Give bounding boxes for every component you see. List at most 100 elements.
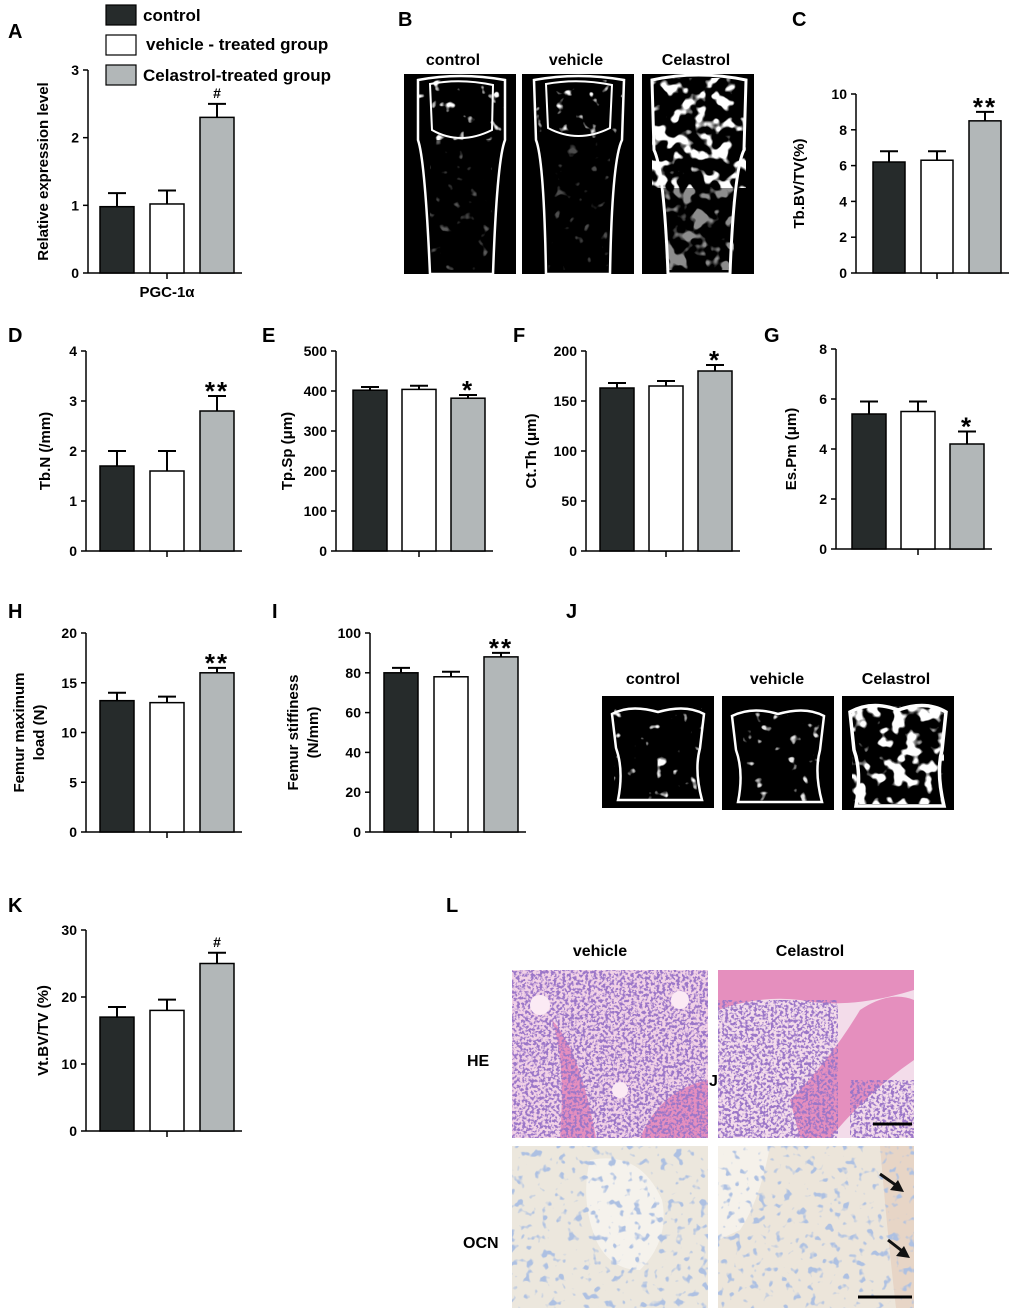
row-label-he: HE — [467, 1053, 490, 1070]
panel-label-g: G — [764, 325, 780, 347]
chart-a-significance: # — [213, 85, 221, 101]
chart-k-y-tick-label: 0 — [69, 1123, 77, 1139]
chart-i-y-label: Femur stiffiness (N/mm) — [285, 675, 322, 791]
chart-c-y-tick-label: 8 — [839, 122, 847, 138]
chart-e-bar-vehicle — [401, 388, 437, 552]
panel-label-l: L — [446, 895, 458, 917]
vertebra-image-vehicle — [722, 696, 834, 810]
chart-d-y-tick-label: 4 — [69, 343, 77, 359]
chart-e-y-tick-label: 300 — [304, 423, 328, 439]
chart-a-y-tick-label: 0 — [71, 265, 79, 281]
chart-a-x-label: PGC-1α — [139, 284, 195, 301]
chart-a-pgc1a: 0 1 2 3 # PGC-1α Relative expression level — [35, 62, 242, 301]
chart-k-vt-bv-tv: 0 10 20 30 # Vt.BV/TV (%) — [35, 922, 242, 1139]
chart-h-bar-celastrol — [199, 672, 235, 833]
chart-i-y-tick-label: 60 — [345, 705, 361, 721]
chart-f-y-label: Ct.Th (μm) — [523, 414, 540, 489]
microct-image-celastrol — [642, 73, 754, 276]
panel-label-a: A — [8, 21, 22, 43]
chart-k-y-tick-label: 30 — [61, 922, 77, 938]
chart-f-ct-th: 0 50 100 150 200 * Ct.Th (μm) — [523, 343, 740, 559]
legend-swatch-control — [105, 4, 137, 26]
panel-j-title-control: control — [626, 671, 680, 688]
chart-c-bar-vehicle — [920, 159, 954, 274]
chart-e-y-tick-label: 400 — [304, 383, 328, 399]
chart-g-y-tick-label: 8 — [819, 341, 827, 357]
chart-i-y-tick-label: 80 — [345, 665, 361, 681]
chart-i-bar-celastrol — [483, 656, 519, 833]
chart-f-significance: * — [709, 345, 721, 375]
chart-c-bar-control — [872, 161, 906, 274]
chart-i-significance: ** — [489, 633, 513, 663]
legend-swatch-vehicle — [105, 34, 137, 56]
panel-label-e: E — [262, 325, 275, 347]
legend-label-control: control — [143, 6, 201, 25]
chart-d-bar-control — [99, 465, 135, 552]
chart-k-bar-vehicle — [149, 1009, 185, 1132]
chart-f-y-tick-label: 150 — [554, 393, 578, 409]
chart-g-y-tick-label: 4 — [819, 441, 827, 457]
chart-c-y-tick-label: 6 — [839, 158, 847, 174]
panel-label-f: F — [513, 325, 525, 347]
chart-a-y-tick-label: 3 — [71, 62, 79, 78]
chart-g-significance: * — [961, 412, 973, 442]
panel-b-title-control: control — [426, 52, 480, 69]
chart-d-y-tick-label: 0 — [69, 543, 77, 559]
chart-h-y-tick-label: 15 — [61, 675, 77, 691]
he-image-celastrol — [718, 970, 914, 1138]
chart-c-y-tick-label: 2 — [839, 229, 847, 245]
panel-b-microct-femur: control vehicle Celastrol — [404, 52, 754, 276]
chart-e-bar-celastrol — [450, 397, 486, 552]
chart-k-bar-celastrol — [199, 962, 235, 1132]
chart-a-bar-celastrol — [199, 116, 235, 274]
chart-g-y-label: Es.Pm (μm) — [783, 408, 800, 491]
chart-k-y-label: Vt.BV/TV (%) — [35, 985, 52, 1076]
stray-letter-j: J — [709, 1073, 718, 1090]
chart-c-tb-bv-tv: 0 2 4 6 8 10 ** Tb.BV/TV(%) — [791, 86, 1009, 281]
chart-e-bar-control — [352, 389, 388, 552]
chart-e-significance: * — [462, 375, 474, 405]
panel-label-d: D — [8, 325, 22, 347]
ocn-image-vehicle — [512, 1146, 708, 1308]
chart-a-y-label: Relative expression level — [35, 82, 52, 260]
chart-a-bar-vehicle — [149, 203, 185, 274]
chart-k-y-tick-label: 10 — [61, 1056, 77, 1072]
chart-c-y-tick-label: 10 — [831, 86, 847, 102]
vertebra-image-control — [602, 696, 714, 808]
chart-e-y-tick-label: 200 — [304, 463, 328, 479]
chart-d-y-tick-label: 2 — [69, 443, 77, 459]
chart-c-y-label: Tb.BV/TV(%) — [791, 139, 808, 229]
chart-h-y-label: Femur maximum load (N) — [11, 672, 48, 792]
chart-f-y-tick-label: 0 — [569, 543, 577, 559]
panel-label-c: C — [792, 9, 806, 31]
panel-j-title-celastrol: Celastrol — [862, 671, 930, 688]
chart-d-tb-n: 0 1 2 3 4 ** Tb.N (/mm) — [37, 343, 242, 559]
chart-c-y-tick-label: 4 — [839, 193, 847, 209]
panel-l-histology: vehicle Celastrol HE OCN J — [463, 943, 914, 1308]
panel-label-h: H — [8, 601, 22, 623]
chart-a-y-tick-label: 2 — [71, 130, 79, 146]
panel-j-microct-vertebra: control vehicle Celastrol — [602, 671, 954, 810]
chart-i-bar-vehicle — [433, 676, 469, 833]
chart-a-bar-control — [99, 205, 135, 274]
chart-g-es-pm: 0 2 4 6 8 * Es.Pm (μm) — [783, 341, 992, 557]
chart-f-y-tick-label: 100 — [554, 443, 578, 459]
row-label-ocn: OCN — [463, 1235, 499, 1252]
chart-h-bar-control — [99, 699, 135, 833]
chart-k-y-tick-label: 20 — [61, 989, 77, 1005]
chart-e-y-tick-label: 0 — [319, 543, 327, 559]
panel-label-i: I — [272, 601, 278, 623]
chart-i-y-tick-label: 40 — [345, 744, 361, 760]
chart-i-bar-control — [383, 672, 419, 833]
chart-e-y-tick-label: 100 — [304, 503, 328, 519]
chart-h-femur-max-load: 0 5 10 15 20 ** Femur maximum load (N) — [11, 625, 242, 840]
panel-j-title-vehicle: vehicle — [750, 671, 804, 688]
chart-d-significance: ** — [205, 376, 229, 406]
chart-h-bar-vehicle — [149, 701, 185, 833]
chart-k-significance: # — [213, 934, 221, 950]
chart-i-femur-stiffness: 0 20 40 60 80 100 ** Femur stiffiness (N/mm) — [285, 625, 526, 840]
arrow-icon — [879, 1172, 904, 1192]
chart-f-bar-celastrol — [697, 370, 733, 552]
microct-image-vehicle — [522, 74, 634, 276]
